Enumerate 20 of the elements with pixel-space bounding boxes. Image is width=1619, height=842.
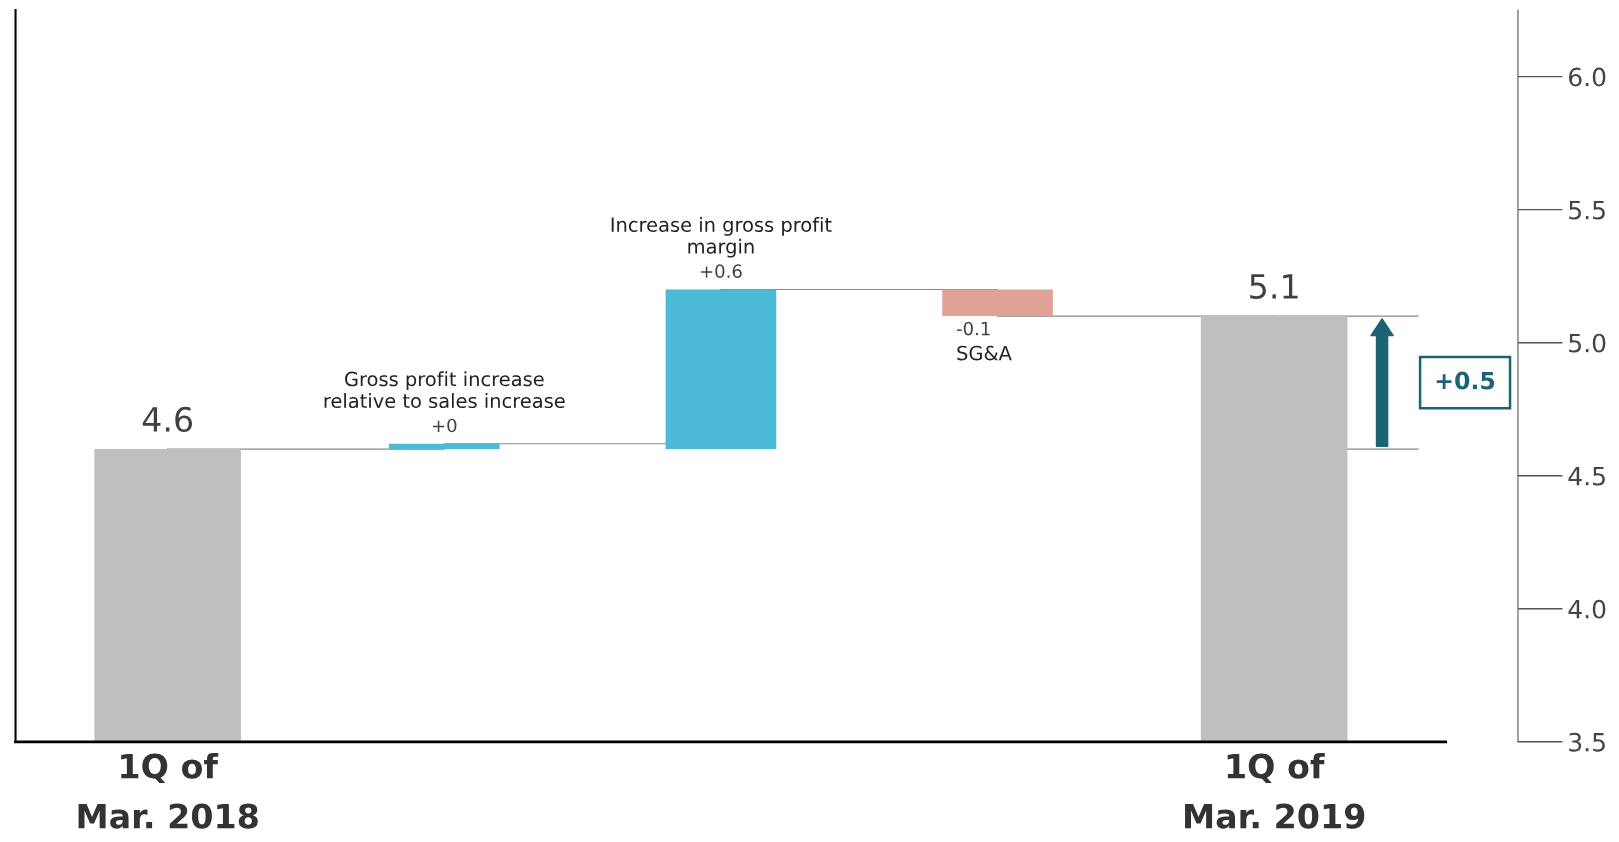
annotation: +0.5 <box>1436 371 1495 390</box>
y-tick-label: 5.0 <box>1569 333 1606 353</box>
y-tick-label: 4.0 <box>1568 599 1606 619</box>
y-tick-label: 3.5 <box>1569 732 1605 752</box>
bar <box>665 289 777 450</box>
data-label: 4.6 <box>142 406 193 433</box>
data-label: +0.6 <box>700 264 742 278</box>
data-label: 5.1 <box>1250 274 1298 299</box>
bar <box>942 289 1053 317</box>
data-label: +0 <box>432 418 457 433</box>
x-tick-label: 1Q of Mar. 2019 <box>1185 752 1365 829</box>
bar <box>388 443 500 450</box>
annotation: SG&A <box>957 345 1012 361</box>
y-tick-label: 4.5 <box>1568 467 1605 486</box>
annotation: Increase in gross profit margin <box>611 216 832 258</box>
y-tick-label: 5.5 <box>1569 200 1605 220</box>
annotation: Gross profit increase relative to sales increase <box>324 371 565 409</box>
data-label: -0.1 <box>956 321 990 336</box>
x-tick-label: 1Q of Mar. 2018 <box>78 752 258 829</box>
y-tick-label: 6.0 <box>1569 67 1606 87</box>
